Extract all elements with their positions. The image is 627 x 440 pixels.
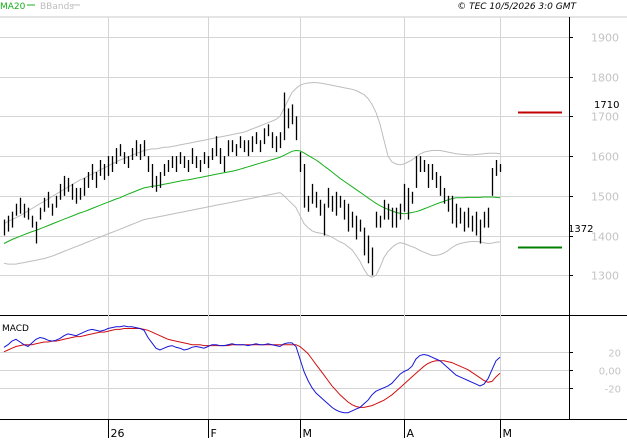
support-label: 1372	[568, 224, 593, 235]
price-tick-label: 1300	[591, 270, 619, 283]
price-bars	[3, 92, 502, 276]
month-label: F	[211, 427, 217, 440]
resistance-label: 1710	[594, 100, 619, 111]
macd-line	[3, 325, 501, 414]
macd-tick-label: -20	[605, 385, 621, 396]
macd-gridlines	[0, 352, 573, 389]
macd-panel-title: MACD	[2, 324, 29, 334]
bbands-lower-line	[3, 192, 501, 278]
frame	[0, 16, 627, 420]
month-label: A	[407, 427, 415, 440]
macd-tick-label: 0,00	[599, 367, 621, 378]
price-tick-label: 1400	[591, 231, 619, 244]
price-tick-label: 1600	[591, 151, 619, 164]
month-label: M	[303, 427, 313, 440]
price-axis-labels: 1300 1400 1500 1600 1700 1800 1900	[591, 32, 619, 283]
copyright-timestamp: © TEC 10/5/2026 3:0 GMT	[457, 2, 577, 12]
month-label: 26	[111, 427, 125, 440]
bollinger-bands	[3, 82, 501, 278]
month-gridlines	[108, 17, 501, 438]
ma20-line	[3, 149, 501, 244]
macd-tick-label: 20	[608, 349, 621, 360]
macd-signal-line	[3, 328, 501, 408]
macd-lines	[3, 325, 501, 414]
ma20-line-group	[3, 149, 501, 244]
bbands-upper-line	[3, 82, 501, 225]
legend-bbands: BBands	[40, 2, 74, 12]
price-gridlines	[0, 37, 573, 276]
price-tick-label: 1700	[591, 111, 619, 124]
price-tick-label: 1500	[591, 191, 619, 204]
month-axis-labels: 26 F M A M	[111, 427, 513, 440]
month-label: M	[503, 427, 513, 440]
macd-axis-labels: 20 0,00 -20	[599, 349, 621, 396]
legend-ma20: MA20	[0, 2, 26, 12]
price-levels	[518, 111, 562, 249]
price-tick-label: 1900	[591, 32, 619, 45]
price-tick-label: 1800	[591, 72, 619, 85]
